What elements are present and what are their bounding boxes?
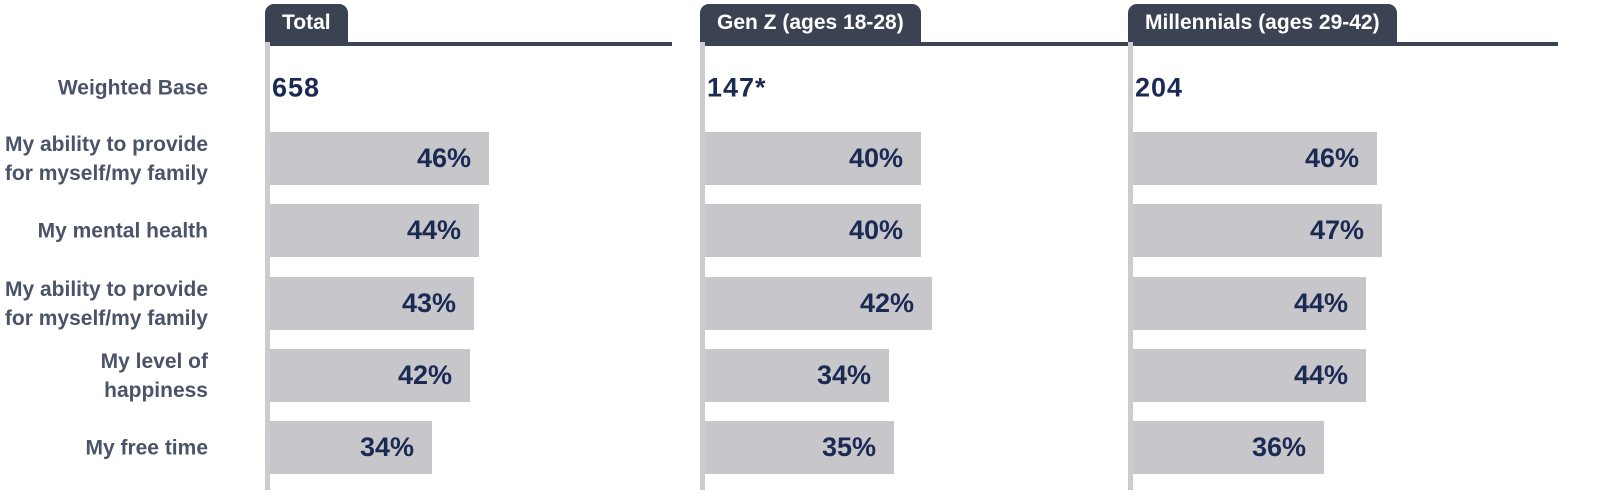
- bar: 47%: [1133, 204, 1382, 257]
- bar: 44%: [1133, 277, 1366, 330]
- column-header-tab: Total: [265, 4, 348, 42]
- bar: 40%: [705, 204, 921, 257]
- weighted-base-value: 147*: [707, 72, 767, 103]
- weighted-base-value: 658: [272, 72, 321, 103]
- axis-line: [700, 42, 705, 490]
- bar-value-label: 47%: [1309, 215, 1364, 245]
- row-label-category: My ability to provide for myself/my fami…: [4, 132, 208, 185]
- bar: 46%: [1133, 132, 1377, 185]
- bar: 44%: [1133, 349, 1366, 402]
- row-label-category: My ability to provide for myself/my fami…: [4, 277, 208, 330]
- row-label-weighted-base: Weighted Base: [57, 76, 208, 100]
- bar-value-label: 42%: [397, 360, 452, 390]
- bar: 44%: [270, 204, 479, 257]
- bar-value-label: 46%: [416, 143, 471, 173]
- bar-value-label: 46%: [1304, 143, 1359, 173]
- axis-line: [1128, 42, 1133, 490]
- bar-value-label: 43%: [401, 288, 456, 318]
- header-rule: [265, 42, 672, 46]
- bar: 42%: [270, 349, 470, 402]
- bar: 46%: [270, 132, 489, 185]
- chart-column: Total 658 46% 44% 43% 42% 34%: [265, 0, 672, 501]
- weighted-base-value: 204: [1135, 72, 1184, 103]
- bar: 40%: [705, 132, 921, 185]
- bar: 36%: [1133, 421, 1324, 474]
- bar-value-label: 42%: [859, 288, 914, 318]
- bar-value-label: 44%: [1293, 360, 1348, 390]
- bar: 35%: [705, 421, 894, 474]
- bar-value-label: 44%: [406, 215, 461, 245]
- row-label-category: My mental health: [37, 219, 208, 242]
- header-rule: [700, 42, 1130, 46]
- chart-column: Millennials (ages 29-42) 204 46% 47% 44% 44% 3…: [1128, 0, 1558, 501]
- bar-value-label: 36%: [1251, 432, 1306, 462]
- bar-value-label: 44%: [1293, 288, 1348, 318]
- bar-value-label: 40%: [848, 143, 903, 173]
- bar: 34%: [270, 421, 432, 474]
- column-header-tab: Millennials (ages 29-42): [1128, 4, 1397, 42]
- header-rule: [1128, 42, 1558, 46]
- row-label-category: My free time: [85, 436, 208, 459]
- bar-value-label: 34%: [816, 360, 871, 390]
- chart-column: Gen Z (ages 18-28) 147* 40% 40% 42% 34% 35%: [700, 0, 1130, 501]
- bar-value-label: 34%: [359, 432, 414, 462]
- row-label-category: My level of happiness: [100, 349, 208, 402]
- column-header-tab: Gen Z (ages 18-28): [700, 4, 921, 42]
- bar: 43%: [270, 277, 474, 330]
- bar: 42%: [705, 277, 932, 330]
- bar: 34%: [705, 349, 889, 402]
- axis-line: [265, 42, 270, 490]
- bar-value-label: 35%: [821, 432, 876, 462]
- bar-value-label: 40%: [848, 215, 903, 245]
